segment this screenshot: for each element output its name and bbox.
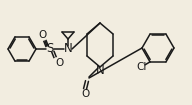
Text: S: S [46,43,54,56]
Text: O: O [38,30,46,40]
Text: N: N [96,64,104,77]
Text: Cl: Cl [137,62,147,72]
Text: O: O [81,89,89,99]
Text: N: N [64,43,72,56]
Text: O: O [55,58,63,68]
